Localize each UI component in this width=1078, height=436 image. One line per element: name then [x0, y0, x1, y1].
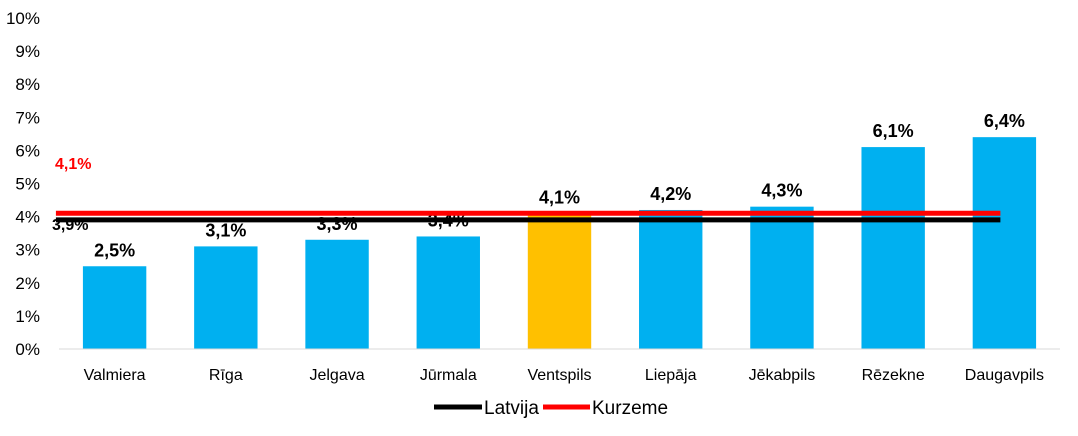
y-tick-label: 3%	[15, 241, 40, 260]
data-label: 3,1%	[205, 220, 246, 240]
y-tick-label: 9%	[15, 42, 40, 61]
y-tick-label: 5%	[15, 175, 40, 194]
x-tick-label: Rīga	[209, 367, 243, 384]
data-label: 4,1%	[539, 187, 580, 207]
y-tick-label: 7%	[15, 108, 40, 127]
y-tick-label: 0%	[15, 340, 40, 359]
bar-rīga	[194, 246, 258, 349]
bar-liepāja	[639, 209, 703, 349]
data-label: 3,3%	[317, 214, 358, 234]
x-tick-label: Jelgava	[309, 367, 364, 384]
bars: 2,5%3,1%3,3%3,4%4,1%4,2%4,3%6,1%6,4%	[82, 111, 1037, 349]
y-tick-label: 1%	[15, 307, 40, 326]
legend: Latvija Kurzeme	[434, 398, 668, 419]
data-label: 4,2%	[650, 184, 691, 204]
data-label: 4,3%	[761, 181, 802, 201]
x-tick-label: Valmiera	[84, 367, 146, 384]
bar-valmiera	[82, 266, 147, 349]
reference-lines: 3,9% 4,1%	[52, 156, 1001, 234]
data-label: 6,1%	[873, 121, 914, 141]
data-label: 6,4%	[984, 111, 1025, 131]
kurzeme-label: 4,1%	[55, 156, 91, 173]
y-tick-label: 10%	[6, 9, 40, 28]
y-axis: 0% 1% 2% 3% 4% 5% 6% 7% 8% 9% 10%	[6, 9, 40, 359]
latvija-label: 3,9%	[52, 217, 88, 234]
bar-jēkabpils	[750, 206, 814, 349]
x-tick-label: Jūrmala	[420, 367, 477, 384]
bar-daugavpils	[972, 137, 1037, 349]
x-tick-label: Daugavpils	[965, 367, 1044, 384]
legend-kurzeme-label: Kurzeme	[592, 398, 668, 419]
x-axis: Valmiera Rīga Jelgava Jūrmala Ventspils Liepā…	[59, 348, 1060, 384]
bar-rēzekne	[861, 147, 925, 349]
x-tick-label: Rēzekne	[862, 367, 925, 384]
y-tick-label: 8%	[15, 75, 40, 94]
bar-jūrmala	[416, 236, 480, 349]
y-tick-label: 6%	[15, 141, 40, 160]
legend-latvija-label: Latvija	[484, 398, 539, 419]
bar-ventspils	[527, 213, 592, 349]
y-tick-label: 2%	[15, 274, 40, 293]
data-label: 2,5%	[94, 240, 135, 260]
x-tick-label: Ventspils	[527, 367, 591, 384]
y-tick-label: 4%	[15, 208, 40, 227]
x-tick-label: Liepāja	[645, 367, 697, 384]
bar-jelgava	[305, 239, 369, 349]
x-tick-label: Jēkabpils	[749, 367, 816, 384]
